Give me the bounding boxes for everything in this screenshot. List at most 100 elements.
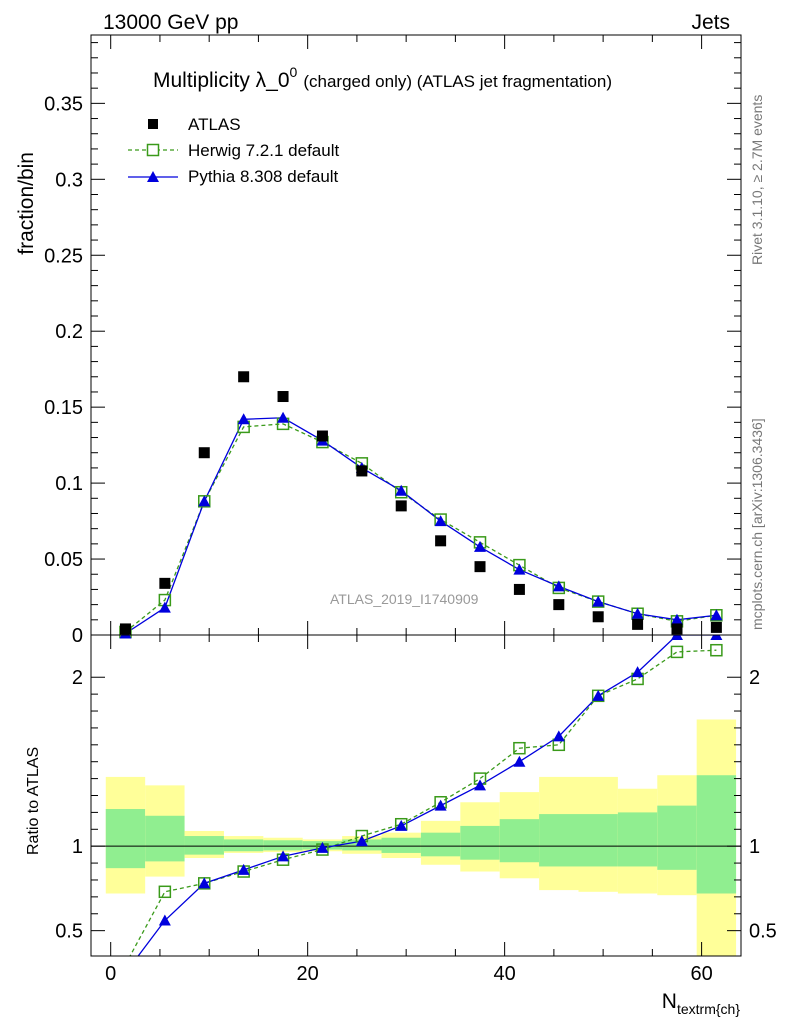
ratio-y-tick-label-right: 1 [749,836,760,858]
atlas-point [671,623,683,635]
uncertainty-band-inner [420,832,461,857]
plot-title-sup: 0 [290,64,298,80]
pythia-ratio-point [592,689,605,701]
uncertainty-band-inner [460,825,500,860]
herwig-ratio-point [513,741,526,755]
uncertainty-band-inner [657,805,697,870]
uncertainty-band-inner [223,839,264,852]
legend-herwig-marker [146,143,160,157]
ratio-y-tick-label-right: 2 [749,667,760,689]
uncertainty-band-inner [145,815,185,862]
herwig-ratio-point [670,645,684,659]
atlas-point [316,430,328,442]
pythia-ratio-point [158,914,171,926]
atlas-point [592,611,604,623]
atlas-point [277,391,289,403]
pythia-line [125,417,717,635]
legend-atlas-label: ATLAS [188,115,241,134]
rivet-label: Rivet 3.1.10, ≥ 2.7M events [749,95,765,265]
pythia-ratio-point [670,635,683,640]
uncertainty-band-inner [184,836,224,855]
ratio-y-tick-label: 2 [72,667,83,689]
pythia-ratio-point [552,730,565,742]
atlas-point [710,621,722,633]
pythia-ratio-point [355,835,368,847]
header-left: 13000 GeV pp [103,11,238,34]
pythia-ratio-point [474,779,487,791]
atlas-point [553,599,565,611]
main-y-tick-label: 0.3 [55,169,83,191]
main-panel: 00.050.10.150.20.250.30.35 fraction/bin … [15,34,742,647]
ratio-y-tick-label: 0.5 [55,921,83,943]
main-y-tick-label: 0.35 [44,93,83,115]
herwig-ratio-line [129,649,717,956]
legend: ATLAS Herwig 7.2.1 default Pythia 8.308 … [128,115,339,186]
main-y-tick-label: 0.05 [44,549,83,571]
ratio-y-tick-label-right: 0.5 [749,921,777,943]
main-y-tick-label: 0.1 [55,473,83,495]
legend-atlas-marker [148,119,158,129]
atlas-point [159,577,171,589]
pythia-point [277,411,290,423]
plot-title: Multiplicity λ_00 (charged only) (ATLAS j… [153,64,612,92]
atlas-point [513,583,525,595]
pythia-ratio-point [277,850,290,862]
uncertainty-band-inner [539,814,579,867]
header-right: Jets [691,11,730,34]
pythia-point [434,515,447,527]
pythia-point [670,613,683,625]
pythia-ratio-point [434,799,447,811]
uncertainty-band-inner [263,840,303,851]
pythia-ratio-point [237,863,250,875]
main-y-tick-label: 0.25 [44,245,83,267]
uncertainty-band-inner [578,814,618,867]
legend-herwig-label: Herwig 7.2.1 default [188,141,339,160]
ratio-y-axis-label: Ratio to ATLAS [25,747,42,855]
pythia-point [710,609,723,621]
main-y-tick-label: 0.15 [44,397,83,419]
pythia-ratio-point [395,819,408,831]
atlas-point [395,500,407,512]
pythia-point [631,607,644,619]
pythia-ratio-point [198,877,211,889]
pythia-ratio-point [513,755,526,767]
x-tick-label: 60 [690,963,712,985]
uncertainty-band-inner [499,819,540,863]
pythia-ratio-point [316,841,329,853]
x-axis-label: Ntextrm{ch} [662,990,741,1017]
pythia-point [592,595,605,607]
herwig-ratio-point [710,643,723,657]
x-tick-label: 40 [494,963,516,985]
uncertainty-band-inner [381,837,421,853]
x-tick-label: 0 [105,963,116,985]
pythia-ratio-point [710,635,723,640]
ratio-y-tick-label: 1 [72,836,83,858]
atlas-point [435,535,447,547]
pythia-ratio-point [631,666,644,678]
pythia-point [198,495,211,507]
main-y-tick-label: 0 [72,625,83,647]
atlas-point [119,623,131,635]
atlas-point [198,447,210,459]
pythia-point [395,484,408,496]
pythia-point [552,580,565,592]
pythia-point [474,540,487,552]
atlas-point [356,465,368,477]
atlas-point [474,561,486,573]
herwig-ratio-point [158,885,172,899]
legend-pythia-marker [147,171,159,182]
watermark: ATLAS_2019_I1740909 [330,591,479,607]
x-axis-label-main: N [662,990,677,1013]
plot-title-main: Multiplicity λ_0 [153,69,290,92]
x-tick-label: 20 [297,963,319,985]
uncertainty-band-inner [617,812,658,867]
atlas-point [632,618,644,630]
legend-pythia-label: Pythia 8.308 default [188,167,339,186]
pythia-point [158,601,171,613]
uncertainty-band-inner [105,809,146,869]
pythia-point [237,413,250,425]
uncertainty-band-inner [696,775,737,894]
ratio-panel: 0.5 0.51 12 20 20 40 60 Ratio to ATLAS Ntextrm… [25,634,777,1017]
plot-title-rest: (charged only) (ATLAS jet fragmentation) [303,72,612,91]
